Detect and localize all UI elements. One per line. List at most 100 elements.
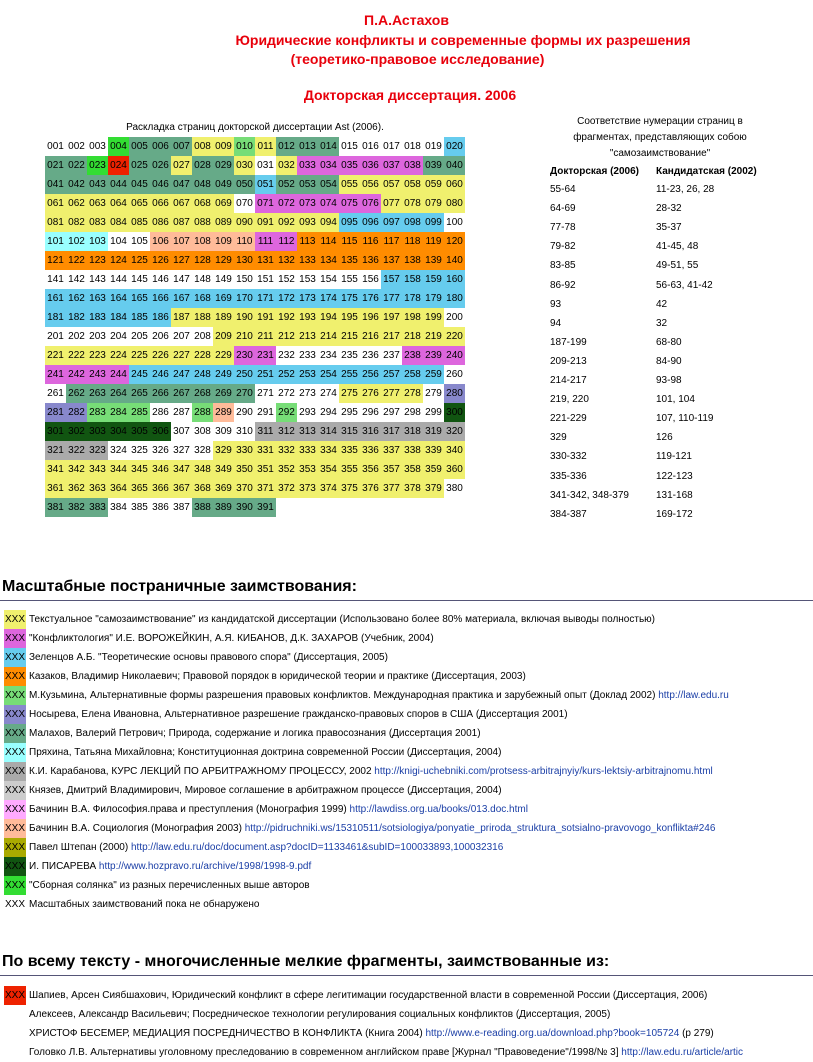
source-suffix: (р 279) [682, 1028, 714, 1039]
page-cell: 232 [278, 350, 295, 361]
page-cell: 035 [339, 156, 360, 175]
page-cell: 170 [234, 289, 255, 308]
mapping-cell: 84-90 [656, 355, 682, 367]
mapping-cell: 187-199 [550, 336, 587, 348]
page-cell: 352 [276, 460, 297, 479]
page-cell: 054 [318, 175, 339, 194]
source-text: Павел Штепан (2000) [29, 842, 129, 853]
page-cell: 367 [171, 479, 192, 498]
page-cell: 026 [150, 156, 171, 175]
page-cell: 016 [362, 141, 379, 152]
page-cell: 048 [192, 175, 213, 194]
page-cell: 075 [339, 194, 360, 213]
page-cell: 067 [171, 194, 192, 213]
page-cell: 385 [131, 502, 148, 513]
page-cell: 325 [131, 445, 148, 456]
page-cell: 121 [45, 251, 66, 270]
source-link[interactable]: http://law.edu.ru/doc/document.asp?docID… [130, 842, 504, 853]
page-cell: 257 [381, 365, 402, 384]
page-cell: 187 [171, 308, 192, 327]
page-cell: 213 [297, 327, 318, 346]
page-cell: 162 [66, 289, 87, 308]
title: Юридические конфликты и современные форм… [235, 32, 691, 48]
page-cell: 346 [150, 460, 171, 479]
page-cell: 140 [444, 251, 465, 270]
page-cell: 251 [255, 365, 276, 384]
source-link[interactable]: http://www.hozpravo.ru/archive/1998/1998… [98, 861, 312, 872]
page-cell: 051 [255, 175, 276, 194]
source-item: XXX Казаков, Владимир Николаевич; Правово… [4, 667, 526, 686]
page-cell: 089 [213, 213, 234, 232]
page-cell: 087 [171, 213, 192, 232]
page-cell: 074 [318, 194, 339, 213]
page-cell: 165 [129, 289, 150, 308]
page-cell: 242 [66, 365, 87, 384]
swatch: XXX [4, 629, 26, 648]
page-cell: 193 [297, 308, 318, 327]
page-cell: 032 [276, 156, 297, 175]
page-cell: 099 [423, 213, 444, 232]
source-link[interactable]: http://knigi-uchebniki.com/protsess-arbi… [374, 766, 713, 777]
page-cell: 116 [360, 232, 381, 251]
page-cell: 296 [362, 407, 379, 418]
page-cell: 233 [299, 350, 316, 361]
rule [0, 600, 813, 601]
page-cell: 181 [45, 308, 66, 327]
page-cell: 342 [66, 460, 87, 479]
page-cell: 076 [360, 194, 381, 213]
source-link[interactable]: http://pidruchniki.ws/15310511/sotsiolog… [244, 823, 716, 834]
source-item: XXX Зеленцов А.Б. "Теоретические основы п… [4, 648, 388, 667]
page-cell: 324 [110, 445, 127, 456]
source-link[interactable]: http://law.edu.ru [658, 690, 729, 701]
page-cell: 152 [278, 274, 295, 285]
page-cell: 209 [213, 327, 234, 346]
page-cell: 173 [297, 289, 318, 308]
page-cell: 266 [150, 384, 171, 403]
author: П.А.Астахов [364, 12, 449, 28]
page-cell: 154 [320, 274, 337, 285]
page-cell: 378 [402, 479, 423, 498]
page-cell: 091 [255, 213, 276, 232]
page-cell: 022 [66, 156, 87, 175]
page-cell: 004 [108, 137, 129, 156]
page-cell: 128 [192, 251, 213, 270]
swatch: XXX [4, 986, 26, 1005]
page-cell: 030 [234, 156, 255, 175]
page-cell: 036 [360, 156, 381, 175]
page-cell: 389 [213, 498, 234, 517]
page-cell: 329 [213, 441, 234, 460]
page-cell: 348 [192, 460, 213, 479]
page-cell: 335 [339, 441, 360, 460]
page-cell: 093 [297, 213, 318, 232]
source-link[interactable]: http://lawdiss.org.ua/books/013.doc.html [349, 804, 528, 815]
page-cell: 179 [423, 289, 444, 308]
page-cell: 369 [213, 479, 234, 498]
mapping-cell: 55-64 [550, 184, 576, 195]
swatch: XXX [4, 800, 26, 819]
source-link[interactable]: http://law.edu.ru/article/artic [621, 1047, 744, 1058]
swatch: XXX [4, 648, 26, 667]
page-cell: 066 [150, 194, 171, 213]
source-link[interactable]: http://www.e-reading.org.ua/download.php… [425, 1028, 680, 1039]
page-cell: 334 [318, 441, 339, 460]
page-cell: 052 [276, 175, 297, 194]
mapping-cell: 77-78 [550, 222, 576, 234]
mapping-header: Кандидатская (2002) [656, 166, 757, 177]
grid-caption: Раскладка страниц докторской диссертации… [126, 122, 384, 133]
page-cell: 136 [360, 251, 381, 270]
mapping-caption: фрагментах, представляющих собою [573, 132, 747, 143]
source-text: Текстуальное "самозаимствование" из канд… [29, 614, 655, 625]
page-cell: 068 [192, 194, 213, 213]
swatch: XXX [4, 705, 26, 724]
source-item: XXX Бачинин В.А. Философия.права и престу… [4, 800, 528, 819]
page-cell: 081 [45, 213, 66, 232]
swatch: XXX [4, 667, 26, 686]
page-cell: 175 [339, 289, 360, 308]
page-cell: 065 [129, 194, 150, 213]
page-cell: 018 [404, 141, 421, 152]
swatch: XXX [4, 610, 26, 629]
page-cell: 217 [381, 327, 402, 346]
page-cell: 285 [129, 403, 150, 422]
mapping-caption: Соответствие нумерации страниц в [577, 116, 743, 127]
source-item: Алексеев, Александр Васильевич; Посредни… [4, 1005, 610, 1024]
